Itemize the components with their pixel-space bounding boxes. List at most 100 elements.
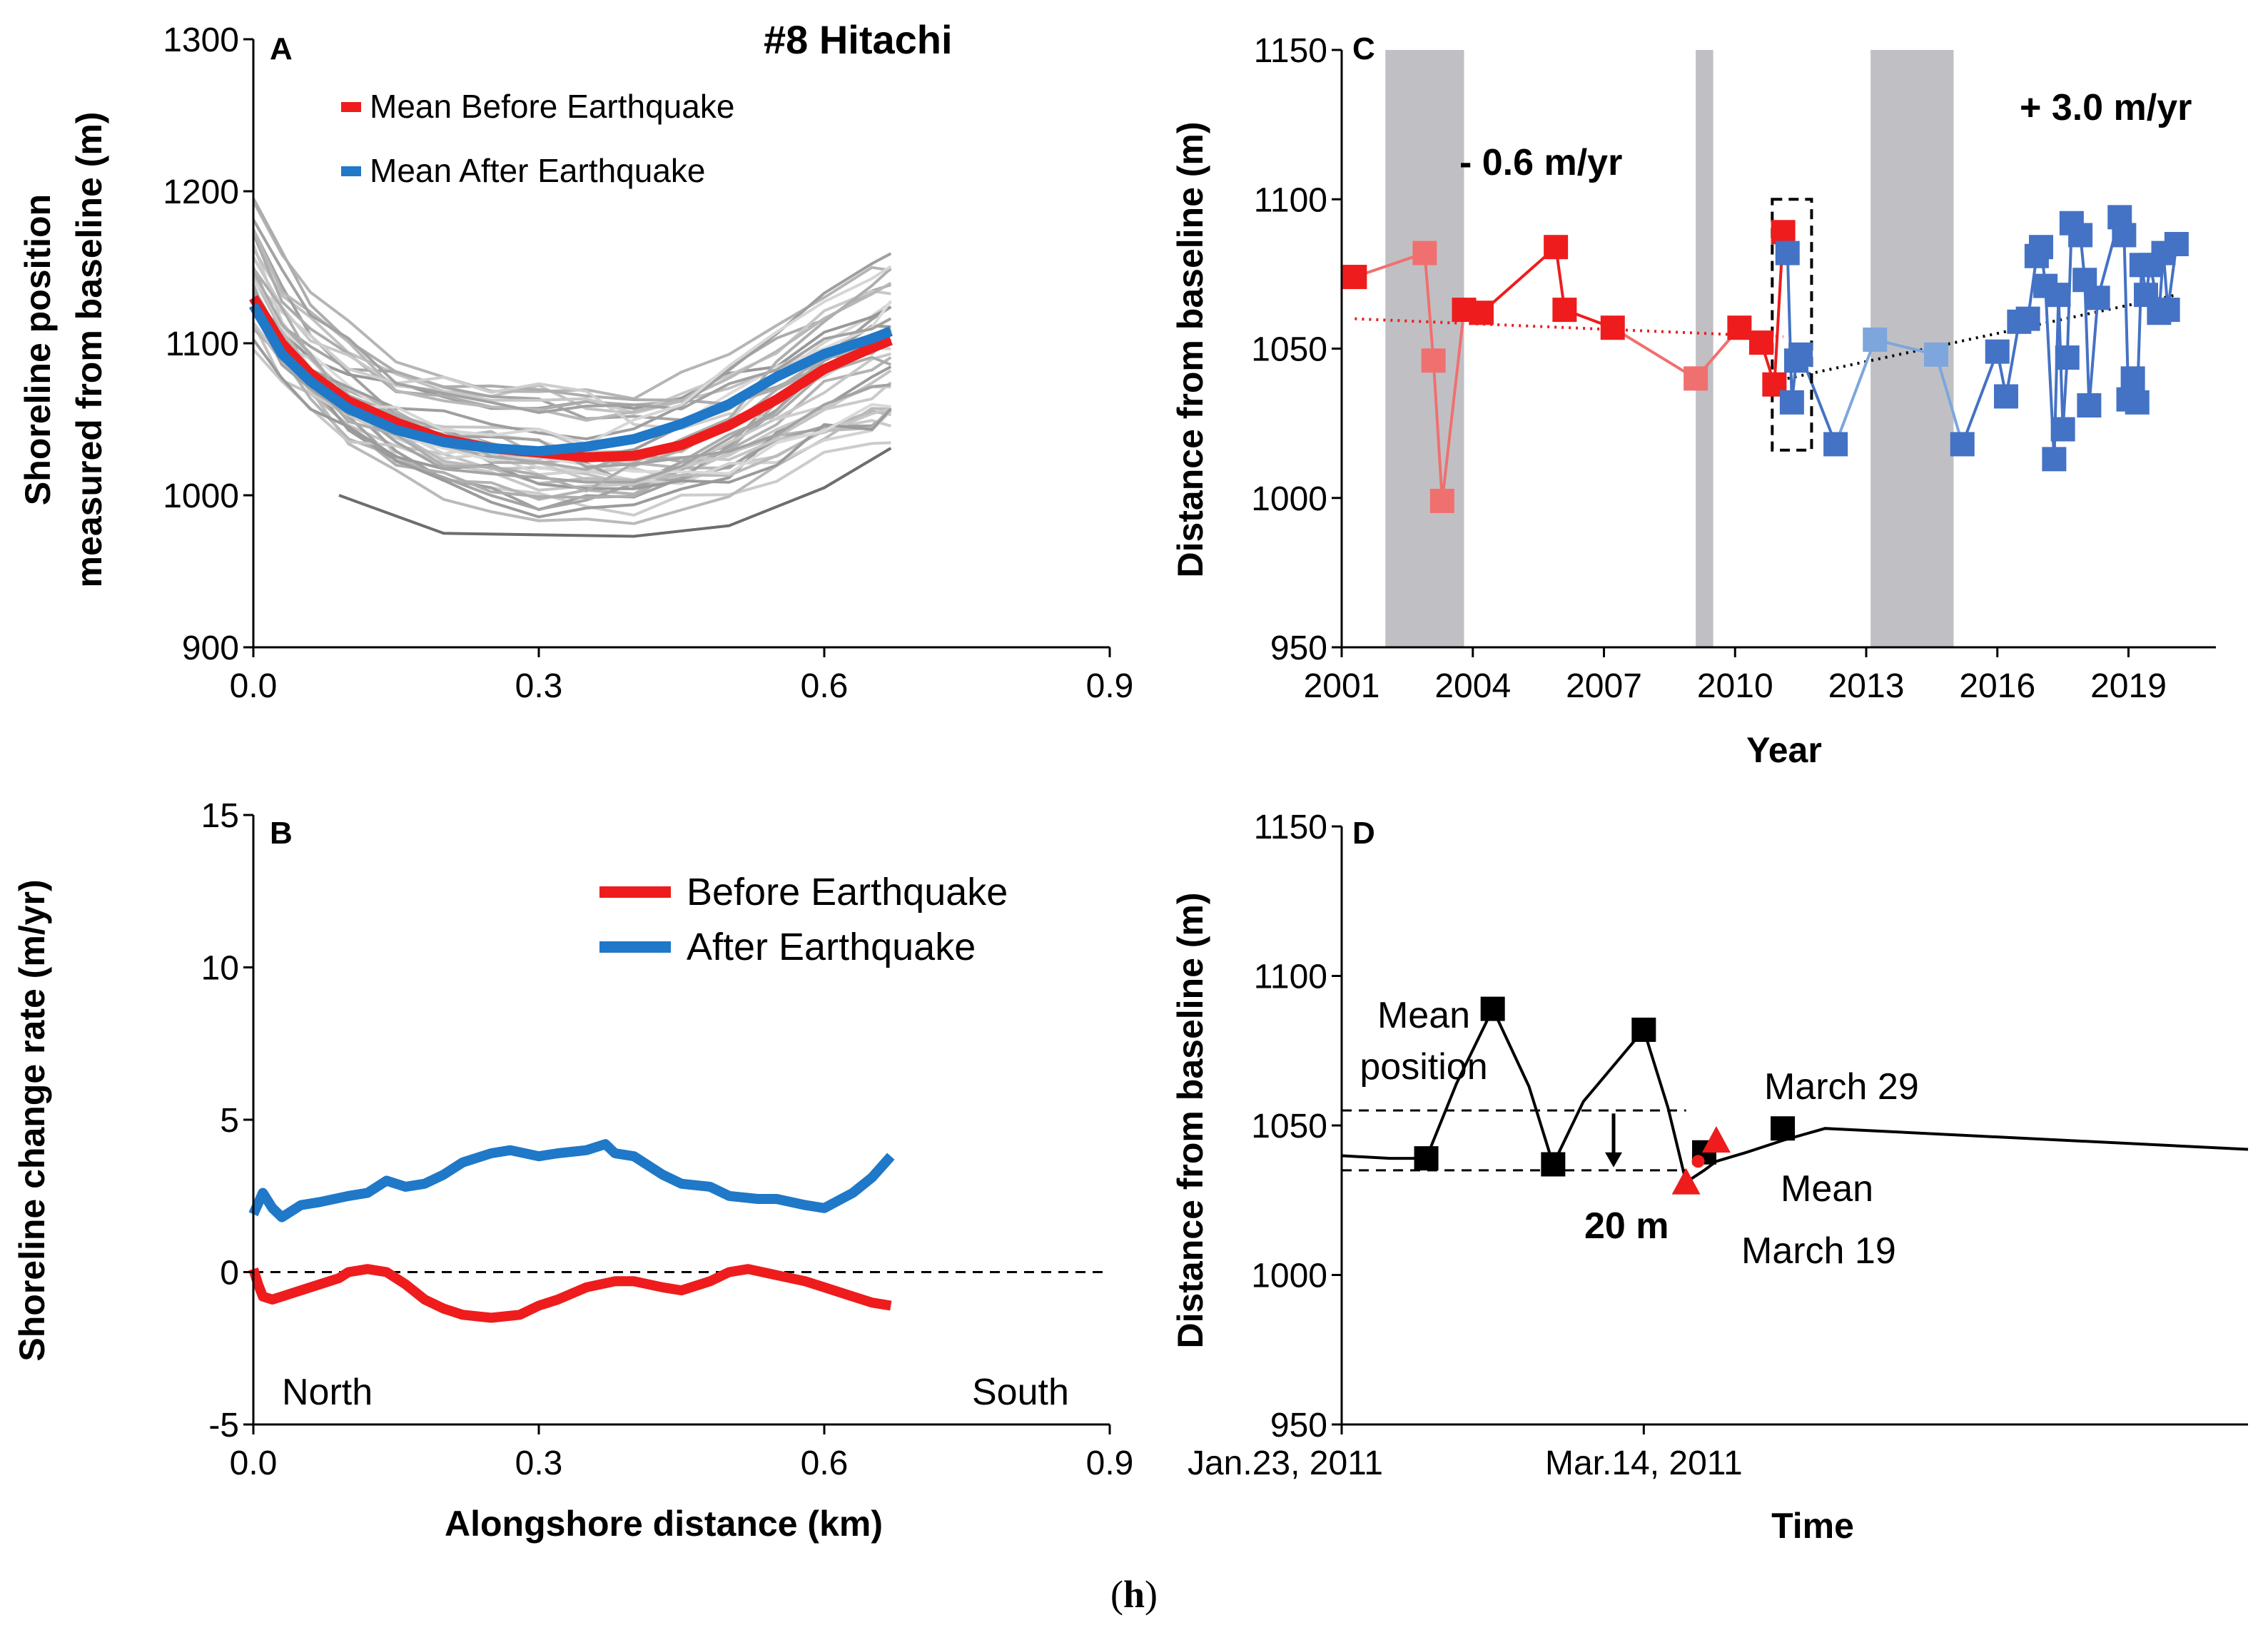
c-ytick-label: 1000	[1251, 480, 1327, 518]
b-xtick-label: 0.6	[801, 1444, 849, 1482]
c-xtick-label: 2019	[2090, 667, 2167, 705]
d-ytick-label: 1000	[1251, 1257, 1327, 1295]
a-transect-line	[252, 233, 891, 411]
c-before-point	[1771, 220, 1796, 245]
c-shaded-periods	[1385, 50, 1954, 647]
a-legend-after: Mean After Earthquake	[370, 152, 706, 189]
a-transect-line	[252, 256, 891, 415]
a-ytick-label: 1300	[163, 21, 239, 59]
b-ytick-label: 15	[201, 797, 239, 835]
c-after-rate: + 3.0 m/yr	[2020, 87, 2192, 128]
panel-b: -5 0 5 10 15 0.0 0.3 0.6 0.9 B Before Earthquake…	[12, 797, 1133, 1544]
a-title: #8 Hitachi	[764, 17, 953, 62]
c-after-point	[1788, 342, 1813, 367]
c-before-point	[1421, 348, 1446, 373]
c-before-segment	[1480, 245, 1557, 314]
a-transect-line	[252, 218, 892, 415]
a-transect-line	[252, 270, 892, 472]
c-xtick-label: 2016	[1959, 667, 2035, 705]
d-panel-letter: D	[1352, 816, 1375, 851]
c-ytick-label: 1050	[1251, 331, 1327, 369]
a-transect-line	[252, 197, 892, 406]
a-xtick-label: 0.6	[801, 667, 849, 705]
c-before-point	[1412, 241, 1437, 265]
b-north-label: North	[282, 1372, 373, 1413]
d-ytick-label: 1100	[1254, 958, 1327, 996]
c-before-point	[1749, 330, 1773, 355]
c-before-point	[1600, 315, 1625, 340]
a-transect-line	[252, 338, 892, 490]
c-after-point	[2164, 232, 2189, 257]
a-xtick-label: 0.3	[515, 667, 563, 705]
c-after-point	[1950, 432, 1975, 457]
b-axes: -5 0 5 10 15 0.0 0.3 0.6 0.9	[201, 797, 1134, 1482]
d-xtick-label: Jan.23, 2011	[1188, 1444, 1383, 1482]
c-before-segment	[1440, 309, 1466, 502]
d-ytick-label: 950	[1270, 1407, 1327, 1444]
c-after-point	[2077, 393, 2102, 418]
b-before-line	[248, 1264, 892, 1323]
b-legend: Before Earthquake After Earthquake	[599, 871, 1008, 968]
c-after-point	[2050, 417, 2075, 442]
c-xtick-label: 2013	[1828, 667, 1905, 705]
c-before-segment	[1432, 360, 1444, 502]
c-before-segment	[1611, 326, 1697, 380]
c-before-point	[1544, 235, 1569, 260]
c-after-segment	[2087, 298, 2100, 406]
c-ylabel: Distance from baseline (m)	[1170, 121, 1210, 577]
a-xtick-label: 0.0	[230, 667, 278, 705]
c-dashed-box	[1771, 198, 1813, 452]
c-after-trend	[1787, 293, 2177, 380]
a-transect-outlier	[338, 447, 892, 538]
c-after-point	[2085, 285, 2110, 310]
d-mean-position-1: Mean	[1377, 995, 1470, 1036]
b-series	[248, 1139, 1110, 1323]
c-after-point	[1985, 339, 2010, 364]
a-transect-line	[252, 279, 891, 430]
d-black-point	[1771, 1116, 1796, 1141]
c-after-segment	[1935, 354, 1964, 445]
b-xtick-label: 0.0	[230, 1444, 278, 1482]
d-difference-label: 20 m	[1584, 1205, 1669, 1247]
a-legend: Mean Before Earthquake Mean After Earthq…	[341, 88, 734, 189]
d-series	[1341, 996, 2249, 1195]
d-mean-label: Mean	[1781, 1168, 1873, 1210]
c-ytick-label: 950	[1270, 629, 1327, 667]
panel-c: 950 1000 1050 1100 1150 2001 2004 2007 2010 2013 2…	[1170, 31, 2216, 770]
d-black-point	[1480, 996, 1505, 1021]
c-before-point	[1727, 315, 1752, 340]
d-red-triangle	[1701, 1125, 1731, 1153]
b-south-label: South	[972, 1372, 1069, 1413]
c-after-point	[1775, 241, 1800, 265]
c-after-segment	[1960, 350, 1999, 445]
a-axes: 900 1000 1100 1200 1300 0.0 0.3 0.6 0.9	[163, 21, 1133, 705]
d-march29-label: March 29	[1764, 1066, 1919, 1108]
b-ylabel: Shoreline change rate (m/yr)	[12, 879, 52, 1361]
b-panel-letter: B	[270, 816, 293, 851]
b-ytick-label: 5	[220, 1102, 239, 1140]
c-after-point	[2046, 283, 2071, 308]
d-xlabel: Time	[1771, 1506, 1854, 1546]
b-xlabel: Alongshore distance (km)	[445, 1504, 883, 1544]
d-red-triangle	[1671, 1168, 1701, 1195]
b-after-line	[248, 1139, 895, 1223]
c-ytick-label: 1150	[1254, 32, 1327, 70]
c-after-point	[1779, 390, 1804, 415]
panel-a: 900 1000 1100 1200 1300 0.0 0.3 0.6 0.9 #8 Hitac…	[18, 17, 1133, 705]
a-ytick-label: 900	[182, 629, 239, 667]
c-after-point	[1994, 384, 2018, 409]
c-before-rate: - 0.6 m/yr	[1459, 142, 1622, 183]
d-black-point	[1631, 1017, 1656, 1042]
c-before-point	[1469, 300, 1494, 325]
a-ylabel-line2: measured from baseline (m)	[69, 112, 109, 588]
d-red-dot	[1691, 1155, 1705, 1168]
a-ytick-label: 1100	[166, 325, 239, 363]
d-black-point	[1541, 1152, 1566, 1177]
b-ytick-label: -5	[208, 1407, 239, 1444]
c-after-segment	[1834, 339, 1877, 445]
c-after-point	[2055, 345, 2080, 370]
a-ylabel: Shoreline position measured from baselin…	[18, 112, 109, 588]
c-xtick-label: 2004	[1434, 667, 1511, 705]
c-after-point	[1823, 432, 1848, 457]
